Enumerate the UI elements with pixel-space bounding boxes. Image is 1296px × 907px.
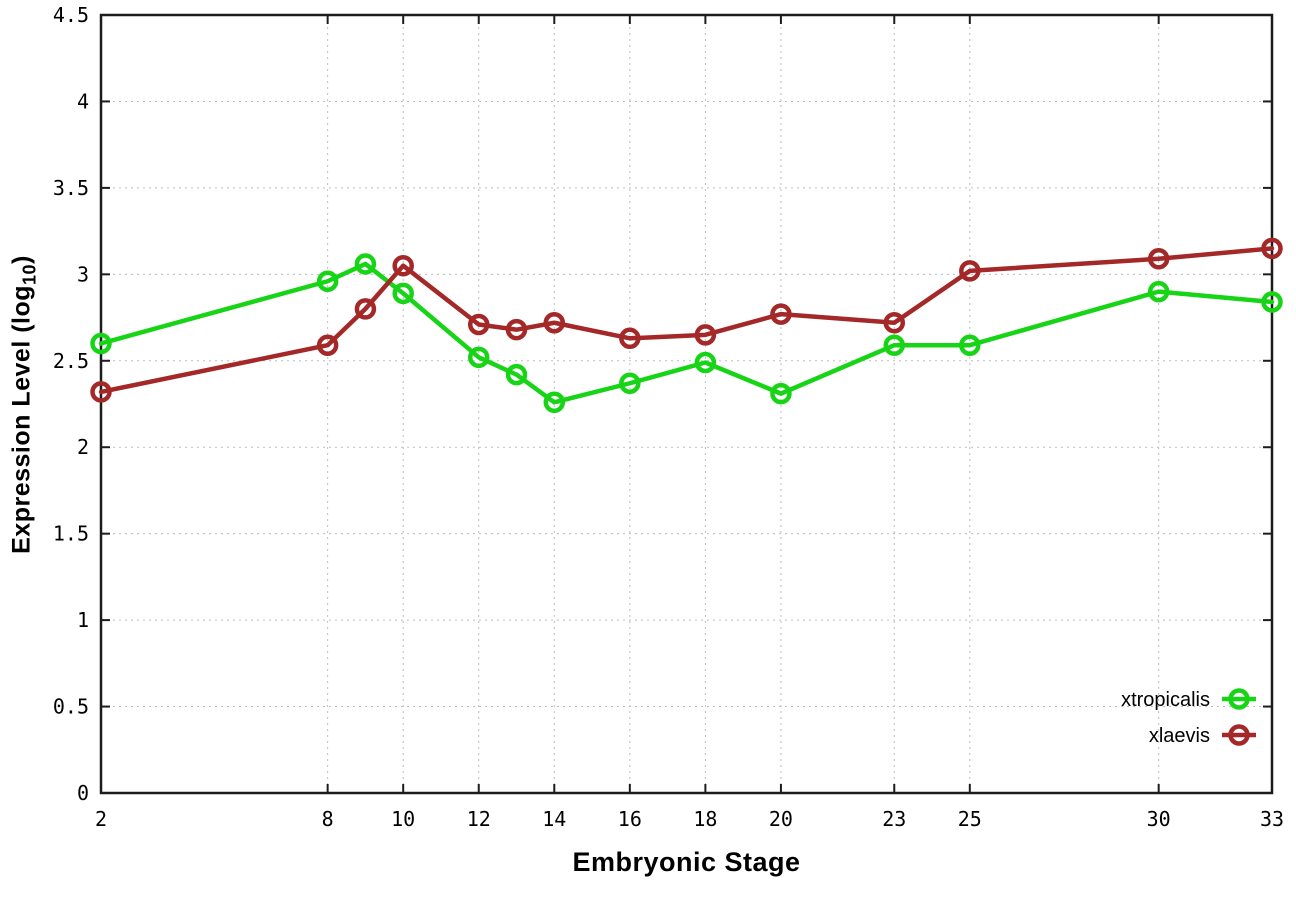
x-tick-label: 23 bbox=[882, 807, 906, 831]
data-point-xlaevis bbox=[543, 311, 566, 334]
data-point-xtropicalis bbox=[770, 382, 792, 405]
series-line-xlaevis bbox=[98, 246, 1275, 395]
x-tick-label: 18 bbox=[693, 807, 717, 831]
x-tick-label: 30 bbox=[1147, 807, 1171, 831]
data-point-xlaevis bbox=[959, 260, 981, 282]
x-tick-label: 12 bbox=[467, 807, 491, 831]
y-tick-label: 1.5 bbox=[53, 522, 89, 546]
data-point-xtropicalis bbox=[392, 282, 414, 305]
y-tick-label: 2 bbox=[77, 435, 89, 459]
y-tick-label: 0.5 bbox=[53, 695, 89, 719]
y-tick-label: 3 bbox=[77, 262, 89, 286]
data-point-xlaevis bbox=[619, 327, 641, 350]
data-point-xlaevis bbox=[90, 381, 112, 403]
x-tick-label: 10 bbox=[391, 807, 415, 831]
data-point-xtropicalis bbox=[1261, 291, 1283, 313]
data-point-xlaevis bbox=[770, 303, 792, 325]
x-tick-label: 16 bbox=[618, 807, 642, 831]
data-point-xtropicalis bbox=[619, 372, 641, 395]
y-axis-title-suffix: ) bbox=[7, 255, 36, 264]
data-point-xtropicalis bbox=[505, 363, 528, 386]
data-point-xtropicalis bbox=[883, 334, 906, 356]
y-axis-title-text: Expression Level (log bbox=[7, 284, 36, 554]
x-tick-label: 20 bbox=[769, 807, 793, 831]
legend-label-xlaevis: xlaevis bbox=[1149, 725, 1210, 747]
legend-marker-xlaevis bbox=[1228, 724, 1250, 746]
data-point-xlaevis bbox=[467, 313, 490, 336]
data-point-xtropicalis bbox=[543, 391, 566, 414]
data-point-xlaevis bbox=[316, 334, 339, 356]
data-point-xtropicalis bbox=[467, 346, 490, 369]
legend-marker-xtropicalis bbox=[1228, 688, 1250, 710]
x-tick-label: 14 bbox=[542, 807, 566, 831]
data-point-xtropicalis bbox=[354, 253, 377, 275]
legend-label-xtropicalis: xtropicalis bbox=[1121, 689, 1210, 711]
y-tick-label: 1 bbox=[77, 608, 89, 632]
data-point-xlaevis bbox=[1147, 248, 1170, 270]
x-tick-label: 8 bbox=[322, 807, 334, 831]
series-line-xtropicalis bbox=[98, 261, 1275, 405]
y-tick-label: 2.5 bbox=[53, 349, 89, 373]
data-point-xtropicalis bbox=[90, 332, 112, 355]
data-point-xlaevis bbox=[392, 254, 414, 277]
x-tick-label: 25 bbox=[958, 807, 982, 831]
data-point-xlaevis bbox=[505, 318, 528, 341]
y-tick-label: 3.5 bbox=[53, 176, 89, 200]
y-tick-label: 4 bbox=[77, 89, 89, 113]
data-point-xlaevis bbox=[694, 324, 717, 346]
x-tick-label: 2 bbox=[95, 807, 107, 831]
data-point-xlaevis bbox=[883, 311, 906, 334]
data-point-xtropicalis bbox=[1147, 280, 1170, 303]
y-tick-label: 0 bbox=[77, 781, 89, 805]
data-point-xtropicalis bbox=[959, 334, 981, 356]
data-point-xtropicalis bbox=[316, 270, 339, 292]
x-tick-label: 33 bbox=[1260, 807, 1284, 831]
y-tick-label: 4.5 bbox=[53, 3, 89, 27]
y-axis-title-subscript: 10 bbox=[19, 263, 40, 285]
data-point-xlaevis bbox=[354, 298, 377, 320]
data-point-xtropicalis bbox=[694, 351, 717, 374]
y-axis-title: Expression Level (log10) bbox=[8, 155, 41, 655]
plot-border bbox=[99, 13, 1274, 795]
data-point-xlaevis bbox=[1261, 237, 1283, 260]
x-axis-title: Embryonic Stage bbox=[572, 847, 801, 877]
